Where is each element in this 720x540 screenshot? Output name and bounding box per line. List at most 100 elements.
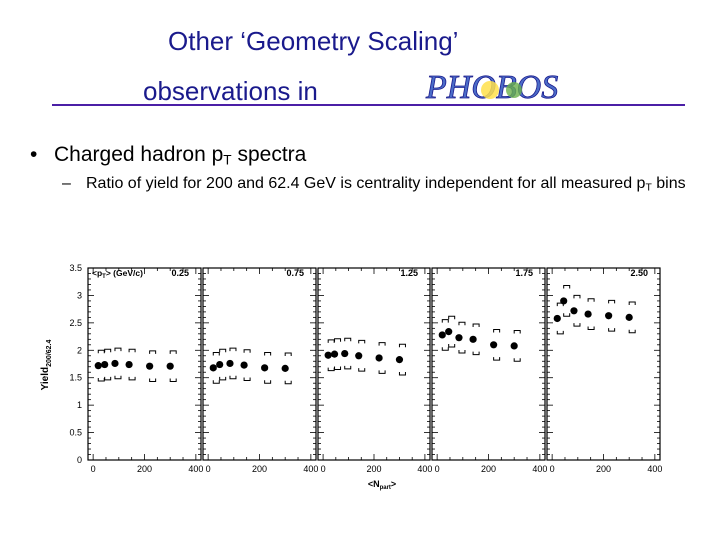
sys-bracket xyxy=(493,328,501,333)
panel-pt-label: 0.75 xyxy=(286,268,304,278)
x-tick-label-200: 200 xyxy=(596,464,611,474)
sys-bracket xyxy=(114,347,122,352)
sys-bracket xyxy=(243,349,251,353)
sys-bracket xyxy=(97,378,105,382)
data-point xyxy=(166,362,174,370)
sys-bracket xyxy=(458,350,466,354)
sys-bracket xyxy=(104,348,112,353)
sys-bracket xyxy=(448,315,456,320)
slide-title-line1: Other ‘Geometry Scaling’ xyxy=(168,26,459,56)
sys-bracket xyxy=(472,323,480,327)
x-tick-label-0: 0 xyxy=(91,464,96,474)
sys-bracket xyxy=(212,351,220,356)
panel-pt-label: 0.25 xyxy=(171,268,189,278)
sys-bracket xyxy=(344,365,352,370)
sys-bracket xyxy=(378,370,386,374)
sys-bracket xyxy=(378,342,386,346)
y-tick-label-0: 0 xyxy=(77,455,82,465)
sys-bracket xyxy=(472,351,480,356)
data-point xyxy=(261,364,269,372)
sys-bracket xyxy=(169,378,177,383)
data-point xyxy=(281,364,289,372)
phobos-logo: PHOBOS xyxy=(425,69,559,107)
sys-bracket xyxy=(628,301,636,306)
sys-bracket xyxy=(573,323,581,327)
sys-bracket xyxy=(284,352,292,357)
sys-bracket xyxy=(587,298,595,302)
y-tick-label-2: 2 xyxy=(77,345,82,355)
bullet-marker: • xyxy=(30,143,38,166)
sys-bracket xyxy=(608,328,616,332)
sys-bracket xyxy=(344,337,352,342)
sys-bracket xyxy=(128,376,136,381)
sys-bracket xyxy=(608,299,616,304)
panel-frame-3 xyxy=(431,267,546,461)
x-tick-label-400: 400 xyxy=(417,464,432,474)
x-tick-label-200: 200 xyxy=(252,464,267,474)
data-point xyxy=(553,314,561,323)
bullet-text: Charged hadron pT spectra xyxy=(54,143,307,168)
sys-bracket xyxy=(219,376,227,381)
sub-bullet-text: Ratio of yield for 200 and 62.4 GeV is c… xyxy=(86,175,686,194)
data-point xyxy=(146,362,154,370)
data-point xyxy=(510,342,518,350)
data-point xyxy=(625,313,633,321)
y-tick-label-1.5: 1.5 xyxy=(69,373,82,383)
data-point xyxy=(395,356,404,364)
sys-bracket xyxy=(441,347,449,351)
data-point xyxy=(111,359,119,368)
panel-pt-label: 2.50 xyxy=(630,268,648,278)
x-tick-label-0: 0 xyxy=(435,464,440,474)
sys-bracket xyxy=(264,380,272,384)
sys-bracket xyxy=(97,349,105,354)
panel-frame-2 xyxy=(317,267,431,461)
sys-bracket xyxy=(229,347,237,352)
sys-bracket xyxy=(458,321,466,326)
panel-frame-4 xyxy=(546,267,661,461)
sys-bracket xyxy=(284,380,292,385)
data-point xyxy=(240,361,248,369)
sys-bracket xyxy=(556,330,564,335)
sys-bracket xyxy=(441,319,449,323)
x-tick-label-0: 0 xyxy=(321,464,326,474)
sys-bracket xyxy=(149,350,157,354)
data-point xyxy=(226,359,234,368)
sys-bracket xyxy=(358,368,366,372)
sys-bracket xyxy=(219,348,227,353)
y-axis-title: Yield200/62.4 xyxy=(40,340,53,391)
data-point xyxy=(94,362,102,370)
y-tick-label-3.5: 3.5 xyxy=(69,263,82,273)
sys-bracket xyxy=(556,302,564,307)
x-tick-label-400: 400 xyxy=(188,464,203,474)
data-point xyxy=(324,351,332,359)
sys-bracket xyxy=(334,338,342,342)
x-tick-label-200: 200 xyxy=(481,464,496,474)
panel-pt-label: 1.75 xyxy=(515,268,533,278)
y-tick-label-1: 1 xyxy=(77,400,82,410)
title-underline xyxy=(52,104,685,106)
data-point xyxy=(341,349,349,358)
sys-bracket xyxy=(243,377,251,381)
sys-bracket xyxy=(327,339,335,343)
y-tick-label-0.5: 0.5 xyxy=(69,428,82,438)
sys-bracket xyxy=(149,378,157,383)
sys-bracket xyxy=(513,358,521,362)
sys-bracket xyxy=(358,339,366,344)
data-point xyxy=(125,360,133,369)
data-point xyxy=(490,341,498,349)
sys-bracket xyxy=(448,343,456,348)
x-axis-title: <Npart> xyxy=(368,479,396,491)
sys-bracket xyxy=(513,330,521,334)
phobos-logo-wordmark: PHOBOS xyxy=(425,69,558,106)
sys-bracket xyxy=(327,367,335,372)
sys-bracket xyxy=(212,380,220,384)
x-tick-label-200: 200 xyxy=(366,464,381,474)
sys-bracket xyxy=(334,366,342,370)
sys-bracket xyxy=(493,357,501,361)
x-tick-label-400: 400 xyxy=(532,464,547,474)
data-point xyxy=(445,328,453,336)
data-point xyxy=(584,310,592,318)
sys-bracket xyxy=(264,351,272,356)
data-point xyxy=(209,364,217,372)
